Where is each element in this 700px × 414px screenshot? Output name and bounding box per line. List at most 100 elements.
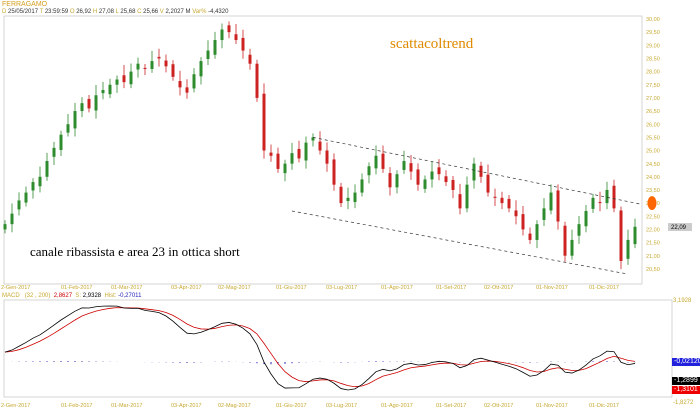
candle-body	[381, 153, 385, 169]
candle-body	[500, 197, 504, 204]
candlestick	[472, 157, 476, 189]
candle-body	[59, 134, 63, 150]
candle-body	[605, 189, 609, 204]
x-tick-label: 02-Mag-2017	[218, 403, 251, 409]
candle-body	[150, 61, 154, 69]
candle-body	[220, 29, 224, 41]
candlestick	[3, 220, 7, 234]
candle-body	[402, 161, 406, 170]
candlestick	[185, 79, 189, 99]
x-tick-label: 01-Ago-2017	[381, 285, 413, 291]
y-tick-label: 26,00	[646, 122, 660, 128]
candle-body	[325, 150, 329, 164]
x-tick-label: 01-Mar-2017	[111, 403, 143, 409]
candle-body	[108, 84, 112, 95]
candle-body	[577, 224, 581, 236]
candlestick	[416, 163, 420, 191]
x-tick-label: 03-Lug-2017	[326, 403, 357, 409]
candlestick	[10, 203, 14, 233]
candlestick	[409, 154, 413, 180]
candle-body	[388, 173, 392, 188]
x-tick-label: 01-Nov-2017	[536, 403, 568, 409]
candlestick	[507, 194, 511, 213]
signal-last-label: -1,3101	[672, 386, 700, 394]
candlestick	[290, 142, 294, 170]
candlestick	[325, 142, 329, 172]
candle-body	[437, 167, 441, 175]
candlestick	[444, 170, 448, 187]
candlestick	[17, 192, 21, 216]
candlestick	[38, 166, 42, 193]
candlestick	[360, 173, 364, 197]
candle-body	[52, 147, 56, 157]
candle-body	[521, 214, 525, 230]
candle-body	[38, 176, 42, 187]
candle-body	[493, 196, 497, 198]
candlestick	[45, 152, 49, 181]
candlestick	[605, 181, 609, 210]
candle-body	[318, 141, 322, 151]
candlestick	[542, 198, 546, 226]
candlestick	[80, 97, 84, 118]
candle-body	[143, 67, 147, 69]
macd-panel-frame	[3, 299, 673, 398]
trendline-lower	[291, 210, 629, 275]
candlestick	[206, 40, 210, 66]
candle-body	[465, 184, 469, 209]
candlestick	[346, 187, 350, 210]
candlestick	[24, 186, 28, 207]
candlestick	[108, 78, 112, 99]
candle-body	[206, 50, 210, 59]
candle-body	[297, 148, 301, 159]
candlestick	[339, 182, 343, 208]
x-tick-label: 01-Dic-2017	[589, 403, 619, 409]
candlestick	[612, 179, 616, 213]
candle-body	[486, 174, 490, 193]
candlestick	[297, 140, 301, 163]
y-tick-label: 25,50	[646, 135, 660, 141]
candlestick	[255, 59, 259, 102]
candlestick	[598, 191, 602, 212]
candle-body	[444, 176, 448, 183]
candle-body	[430, 171, 434, 180]
symbol-title: FERRAGAMO	[2, 1, 48, 8]
y-tick-label: 21,50	[646, 241, 660, 247]
candlestick	[150, 50, 154, 73]
candle-body	[255, 63, 259, 98]
candle-body	[619, 210, 623, 261]
candle-body	[87, 98, 91, 109]
x-tick-label: 01-Feb-2017	[61, 403, 93, 409]
candlestick	[465, 176, 469, 213]
macd-axis-bottom: -1,8272	[673, 400, 694, 406]
ohlc-readout: D 25/05/2017 T 23:59:59 O 26,92 H 27,08 …	[2, 9, 229, 15]
candle-body	[262, 93, 266, 151]
candle-body	[164, 60, 168, 67]
candlestick	[451, 176, 455, 199]
candlestick	[437, 159, 441, 181]
candlestick	[178, 70, 182, 96]
candle-body	[73, 111, 77, 129]
candle-body	[171, 64, 175, 77]
candle-body	[633, 226, 637, 245]
candlestick	[283, 159, 287, 182]
candlestick	[136, 57, 140, 78]
last-price-label: 22,09	[671, 225, 687, 231]
candlestick	[122, 65, 126, 89]
candle-body	[507, 198, 511, 209]
candlestick	[248, 48, 252, 70]
candle-body	[122, 75, 126, 83]
candle-body	[185, 87, 189, 93]
candle-body	[374, 155, 378, 169]
candlestick	[269, 144, 273, 162]
trendline-upper	[312, 137, 643, 205]
candle-body	[353, 192, 357, 203]
candle-body	[542, 208, 546, 220]
candle-body	[80, 103, 84, 112]
y-tick-label: 26,50	[646, 109, 660, 115]
x-tick-label: 2-Gen-2017	[1, 403, 30, 409]
macd-axis-top: 3,1928	[673, 298, 692, 304]
candlestick	[220, 23, 224, 49]
candlestick	[241, 29, 245, 59]
candle-body	[101, 90, 105, 94]
